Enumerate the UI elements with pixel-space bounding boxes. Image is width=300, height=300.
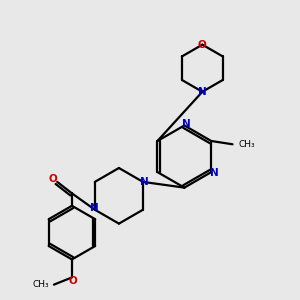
Text: CH₃: CH₃ [32,280,49,289]
Text: N: N [91,203,99,213]
Text: N: N [209,168,218,178]
Text: N: N [140,177,149,187]
Text: O: O [68,276,77,286]
Text: N: N [182,119,190,129]
Text: N: N [198,87,207,97]
Text: O: O [49,174,58,184]
Text: O: O [198,40,207,50]
Text: CH₃: CH₃ [238,140,255,149]
